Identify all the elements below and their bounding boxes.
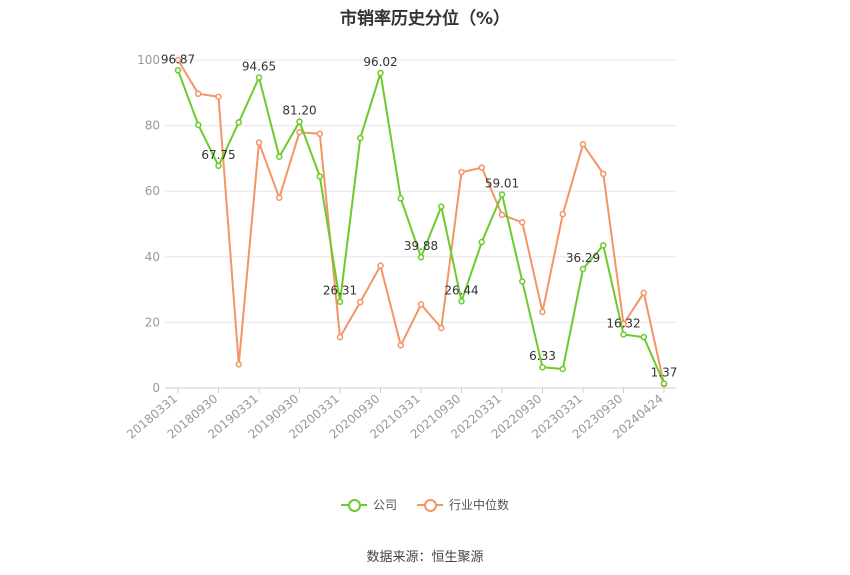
data-point xyxy=(195,121,202,129)
data-point xyxy=(640,333,647,341)
data-point xyxy=(579,141,587,148)
data-point xyxy=(316,173,323,180)
data-label: 59.01 xyxy=(485,176,519,190)
data-point xyxy=(539,308,546,316)
data-point xyxy=(519,278,526,285)
data-point xyxy=(620,331,627,338)
data-point xyxy=(255,74,263,81)
data-label: 39.88 xyxy=(404,239,438,253)
data-point xyxy=(215,93,222,100)
legend-item-company[interactable]: 公司 xyxy=(340,496,397,513)
data-point xyxy=(357,134,364,142)
series-line-1 xyxy=(177,59,665,385)
data-point xyxy=(357,298,364,306)
data-point xyxy=(255,139,263,146)
data-label: 94.65 xyxy=(242,60,276,74)
data-point xyxy=(276,194,283,202)
data-point xyxy=(336,333,344,341)
data-point xyxy=(600,170,607,178)
y-tick-label: 60 xyxy=(145,184,160,198)
data-point xyxy=(316,130,323,138)
data-point xyxy=(438,324,445,332)
data-point xyxy=(539,363,546,371)
data-point xyxy=(640,289,647,297)
data-point xyxy=(417,253,425,261)
legend-item-industry[interactable]: 行业中位数 xyxy=(417,496,509,513)
data-label: 6.33 xyxy=(529,349,556,363)
y-tick-label: 20 xyxy=(145,315,160,329)
data-point xyxy=(579,265,587,273)
data-point xyxy=(498,211,506,219)
data-point xyxy=(498,191,506,198)
y-tick-label: 40 xyxy=(145,250,160,264)
data-point xyxy=(559,365,566,373)
data-label: 67.75 xyxy=(201,148,235,162)
data-point xyxy=(174,56,182,64)
y-tick-label: 0 xyxy=(152,381,160,395)
data-point xyxy=(296,118,303,125)
legend-company-label: 公司 xyxy=(372,498,397,512)
data-point xyxy=(235,361,242,368)
data-source: 数据来源：恒生聚源 xyxy=(366,550,484,565)
y-tick-label: 100 xyxy=(137,53,160,67)
data-point xyxy=(559,210,566,218)
data-point xyxy=(397,195,404,202)
data-label: 1.37 xyxy=(651,366,678,380)
legend-company-marker-icon xyxy=(340,498,367,512)
data-point xyxy=(195,90,202,98)
data-point xyxy=(417,301,425,308)
data-point xyxy=(438,203,445,210)
legend-industry-label: 行业中位数 xyxy=(449,498,510,512)
data-label: 26.31 xyxy=(323,284,357,298)
data-point xyxy=(296,128,303,136)
data-label: 36.29 xyxy=(566,251,600,265)
data-point xyxy=(600,242,607,249)
legend-industry-marker-icon xyxy=(417,498,443,512)
data-point xyxy=(660,380,668,387)
data-point xyxy=(519,219,526,226)
data-point xyxy=(397,342,404,349)
data-label: 16.32 xyxy=(606,316,640,330)
data-point xyxy=(478,238,485,246)
data-point xyxy=(478,164,485,171)
data-point xyxy=(336,298,344,305)
data-point xyxy=(215,162,222,170)
data-point xyxy=(377,69,384,77)
data-point xyxy=(377,262,384,269)
chart-title: 市销率历史分位（%） xyxy=(339,9,511,29)
data-point xyxy=(235,119,242,126)
data-point xyxy=(276,153,283,161)
chart-legend: 公司 行业中位数 xyxy=(0,496,850,513)
y-tick-label: 80 xyxy=(145,119,160,133)
data-label: 96.87 xyxy=(161,52,195,66)
data-point xyxy=(458,168,465,176)
data-label: 96.02 xyxy=(363,55,397,69)
data-label: 26.44 xyxy=(444,283,478,297)
data-label: 81.20 xyxy=(282,104,316,118)
data-point xyxy=(174,67,182,74)
data-point xyxy=(458,298,465,305)
